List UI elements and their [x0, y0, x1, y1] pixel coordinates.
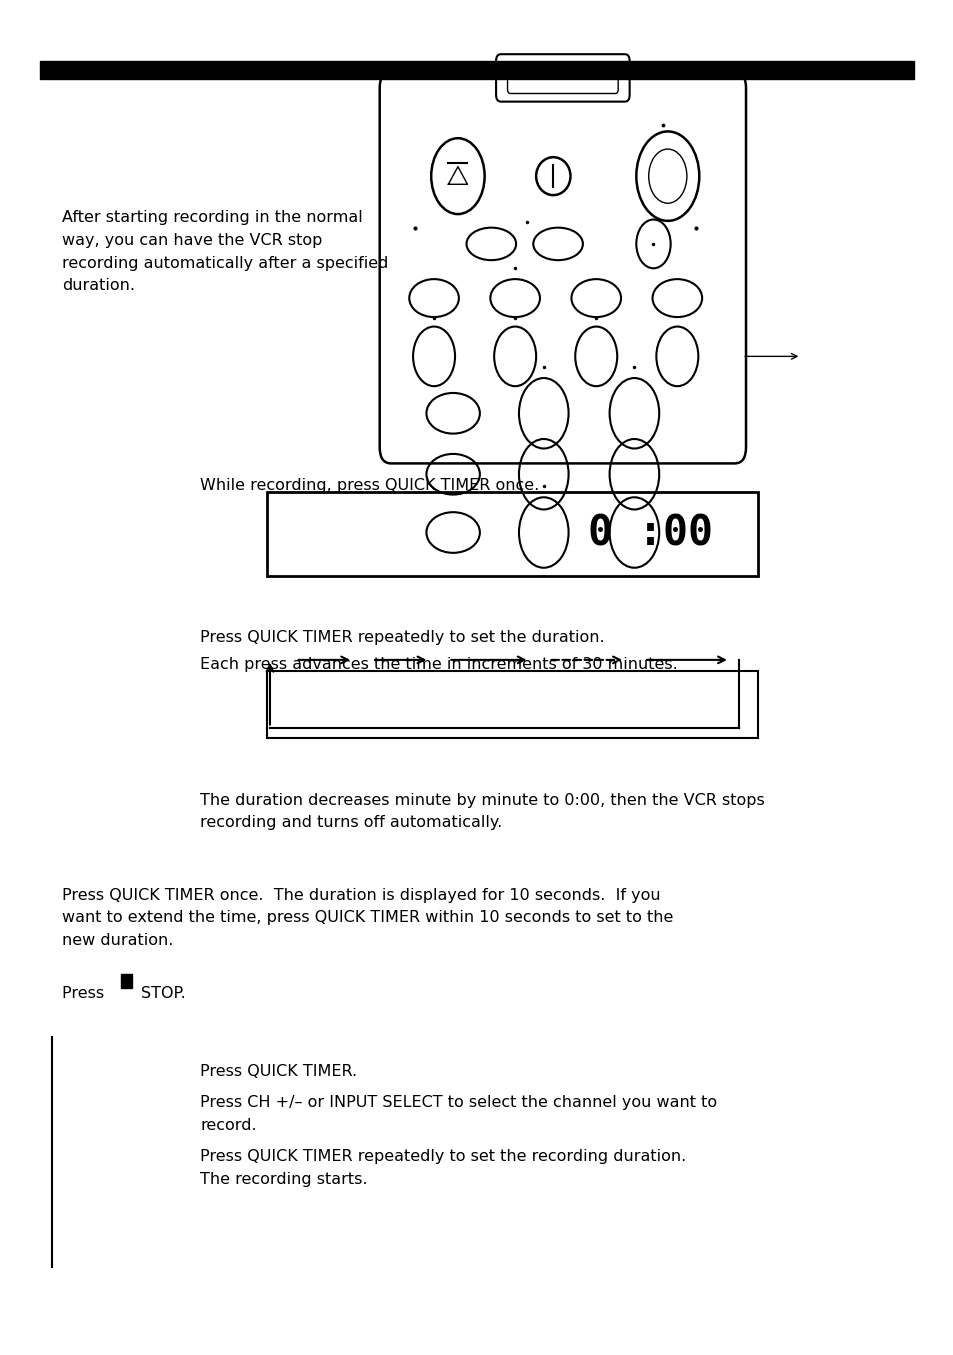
Text: 0 :00: 0 :00 — [587, 514, 712, 554]
Text: Each press advances the time in increments of 30 minutes.: Each press advances the time in incremen… — [200, 657, 678, 672]
Bar — [267, 492, 758, 576]
Bar — [40, 61, 913, 79]
Text: Press CH +/– or INPUT SELECT to select the channel you want to
record.: Press CH +/– or INPUT SELECT to select t… — [200, 1095, 717, 1133]
Text: Press: Press — [62, 986, 110, 1001]
Text: While recording, press QUICK TIMER once.: While recording, press QUICK TIMER once. — [200, 478, 539, 493]
Text: Press QUICK TIMER.: Press QUICK TIMER. — [200, 1064, 357, 1079]
Text: The duration decreases minute by minute to 0:00, then the VCR stops
recording an: The duration decreases minute by minute … — [200, 793, 764, 831]
Text: Press QUICK TIMER once.  The duration is displayed for 10 seconds.  If you
want : Press QUICK TIMER once. The duration is … — [62, 888, 673, 948]
FancyBboxPatch shape — [507, 65, 618, 93]
Text: After starting recording in the normal
way, you can have the VCR stop
recording : After starting recording in the normal w… — [62, 210, 388, 294]
Text: Press QUICK TIMER repeatedly to set the recording duration.
The recording starts: Press QUICK TIMER repeatedly to set the … — [200, 1149, 686, 1187]
Bar — [121, 973, 132, 989]
Text: Press QUICK TIMER repeatedly to set the duration.: Press QUICK TIMER repeatedly to set the … — [200, 630, 604, 645]
FancyBboxPatch shape — [379, 72, 745, 463]
FancyBboxPatch shape — [496, 54, 629, 102]
Bar — [267, 671, 758, 738]
Text: STOP.: STOP. — [141, 986, 186, 1001]
